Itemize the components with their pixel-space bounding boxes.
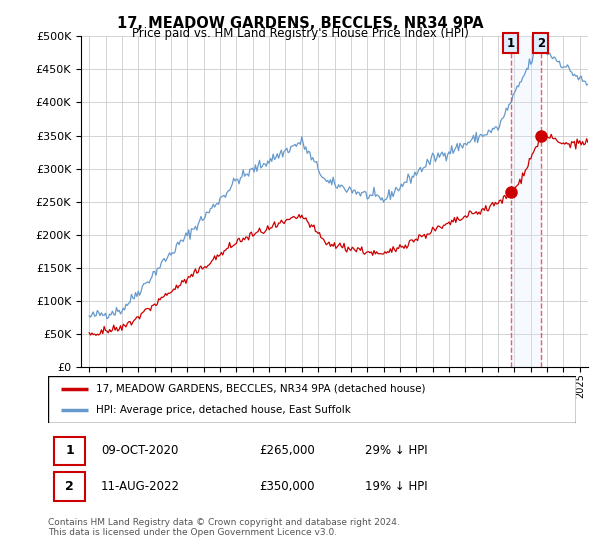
Text: 19% ↓ HPI: 19% ↓ HPI (365, 480, 427, 493)
Text: 1: 1 (65, 445, 74, 458)
Text: 2: 2 (65, 480, 74, 493)
Bar (55, 437, 85, 465)
Text: 17, MEADOW GARDENS, BECCLES, NR34 9PA: 17, MEADOW GARDENS, BECCLES, NR34 9PA (116, 16, 484, 31)
Text: 17, MEADOW GARDENS, BECCLES, NR34 9PA (detached house): 17, MEADOW GARDENS, BECCLES, NR34 9PA (d… (95, 384, 425, 394)
Text: 1: 1 (506, 36, 515, 49)
Bar (511, 36, 541, 367)
Text: £350,000: £350,000 (259, 480, 315, 493)
Text: HPI: Average price, detached house, East Suffolk: HPI: Average price, detached house, East… (95, 405, 350, 416)
Text: Contains HM Land Registry data © Crown copyright and database right 2024.
This d: Contains HM Land Registry data © Crown c… (48, 518, 400, 538)
Text: 2: 2 (536, 36, 545, 49)
Text: 09-OCT-2020: 09-OCT-2020 (101, 445, 178, 458)
Text: £265,000: £265,000 (259, 445, 315, 458)
Text: 29% ↓ HPI: 29% ↓ HPI (365, 445, 427, 458)
Text: Price paid vs. HM Land Registry's House Price Index (HPI): Price paid vs. HM Land Registry's House … (131, 27, 469, 40)
Text: 11-AUG-2022: 11-AUG-2022 (101, 480, 180, 493)
Bar (55, 473, 85, 501)
